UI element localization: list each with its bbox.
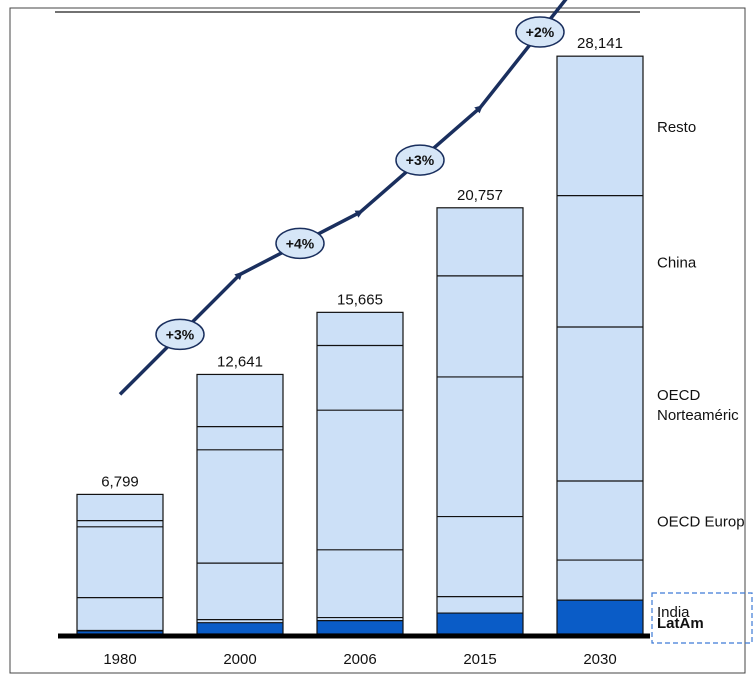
total-label-2030: 28,141 <box>577 35 623 52</box>
total-label-2006: 15,665 <box>337 291 383 308</box>
legend-layer: Resto China OECD Norteaméric OECD Europ India… <box>651 119 753 644</box>
bar-segment-oecd-europ-2000 <box>197 563 283 620</box>
bar-segment-oecd-europ-2006 <box>317 549 403 618</box>
bar-segment-china-1980 <box>77 520 163 527</box>
bar-segment-oecd-europ-1980 <box>77 597 163 631</box>
legend-label-china: China <box>657 254 697 271</box>
bar-segment-china-2000 <box>197 426 283 450</box>
growth-badge-2 <box>275 227 325 260</box>
growth-badge-3 <box>395 144 445 176</box>
bar-segment-china-2006 <box>317 345 403 411</box>
bar-segment-latam-2006 <box>317 620 403 634</box>
growth-label-1: +3% <box>166 326 195 342</box>
bar-segment-india-2000 <box>197 619 283 623</box>
growth-badge-1 <box>155 318 205 351</box>
legend-label-resto: Resto <box>657 119 696 136</box>
growth-badge-4 <box>515 16 565 48</box>
bar-segment-oecd-norteam-ric-2000 <box>197 449 283 564</box>
legend-label-latam: LatAm <box>657 615 704 632</box>
bar-segment-resto-1980 <box>77 494 163 521</box>
legend-label-oecd-europ: OECD Europ <box>657 514 745 531</box>
legend-label-oecd-norteam-ric-line-1: OECD <box>657 387 701 404</box>
bar-segment-india-2015 <box>437 596 523 614</box>
bar-segment-india-2030 <box>557 560 643 601</box>
legend-label-india: India <box>657 604 690 621</box>
bar-segment-china-2030 <box>557 195 643 328</box>
bar-segment-resto-2006 <box>317 312 403 346</box>
bar-segment-india-2006 <box>317 617 403 621</box>
bar-segment-oecd-norteam-ric-1980 <box>77 526 163 598</box>
bar-segment-resto-2030 <box>557 56 643 196</box>
total-label-2015: 20,757 <box>457 187 503 204</box>
legend-highlight-box-latam <box>651 592 753 644</box>
bar-segment-latam-2000 <box>197 622 283 634</box>
bar-segment-china-2015 <box>437 275 523 377</box>
bar-segment-latam-2030 <box>557 600 643 634</box>
bar-segment-latam-1980 <box>77 630 163 634</box>
x-tick-label-2000: 2000 <box>223 651 256 668</box>
bar-segment-oecd-europ-2015 <box>437 516 523 597</box>
growth-label-3: +3% <box>406 152 435 168</box>
legend-label-oecd-norteam-ric-line-2: Norteaméric <box>657 407 739 424</box>
x-tick-label-1980: 1980 <box>103 651 136 668</box>
labels-layer: 6,799 1980 12,641 2000 15,665 2006 20,757 2015 2… <box>101 35 623 668</box>
bar-segment-oecd-norteam-ric-2006 <box>317 410 403 550</box>
x-tick-label-2015: 2015 <box>463 651 496 668</box>
growth-layer: +3% +4% +3% +2% <box>118 0 568 396</box>
bar-segment-resto-2015 <box>437 207 523 276</box>
total-label-2000: 12,641 <box>217 353 263 370</box>
x-tick-label-2030: 2030 <box>583 651 616 668</box>
growth-label-4: +2% <box>526 24 555 40</box>
bar-segment-oecd-norteam-ric-2030 <box>557 327 643 482</box>
growth-label-2: +4% <box>286 235 315 251</box>
total-label-1980: 6,799 <box>101 473 139 490</box>
bar-segment-resto-2000 <box>197 374 283 427</box>
bars-layer <box>76 55 644 635</box>
bar-segment-oecd-europ-2030 <box>557 481 643 561</box>
bar-segment-oecd-norteam-ric-2015 <box>437 376 523 517</box>
bar-segment-latam-2015 <box>437 613 523 634</box>
x-tick-label-2006: 2006 <box>343 651 376 668</box>
